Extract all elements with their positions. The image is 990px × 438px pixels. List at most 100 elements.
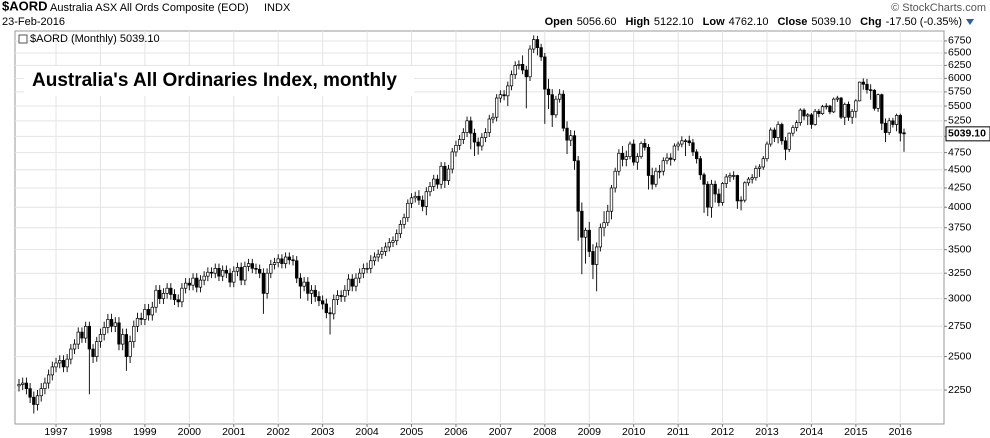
candle-body xyxy=(620,152,625,160)
candle-body xyxy=(839,97,843,118)
candle-body xyxy=(820,106,825,114)
candle-body xyxy=(380,251,384,255)
candle-body xyxy=(298,277,303,287)
candle-body xyxy=(128,341,132,357)
quote-menu-icon[interactable] xyxy=(966,19,974,25)
candle-body xyxy=(483,132,488,138)
candle-body xyxy=(709,183,714,208)
candle-body xyxy=(539,47,543,58)
candle-body xyxy=(398,224,403,235)
candle-body xyxy=(643,143,647,148)
candle-body xyxy=(406,202,410,219)
candle-body xyxy=(520,64,525,71)
candle-body xyxy=(306,281,310,294)
candle-body xyxy=(272,262,277,265)
y-tick-label: 3250 xyxy=(948,267,972,279)
candle-body xyxy=(591,251,595,265)
candle-body xyxy=(17,384,21,387)
candle-body xyxy=(602,222,606,229)
x-tick-label: 2010 xyxy=(622,426,646,438)
candle-body xyxy=(635,156,640,163)
quote-value: 4762.10 xyxy=(729,16,769,28)
candle-body xyxy=(783,140,788,150)
candle-body xyxy=(232,270,236,283)
candle-body xyxy=(476,141,480,147)
candle-body xyxy=(376,253,380,258)
candle-body xyxy=(217,268,221,277)
x-tick-label: 2006 xyxy=(444,426,468,438)
candle-body xyxy=(780,124,784,142)
candle-body xyxy=(717,193,721,203)
candle-body xyxy=(43,382,47,389)
annotation: Australia's All Ordinaries Index, monthl… xyxy=(32,70,397,91)
quote-value: 5056.60 xyxy=(577,16,617,28)
candle-body xyxy=(491,116,495,120)
candle-body xyxy=(335,295,340,301)
quote-label: Chg xyxy=(860,16,881,28)
x-tick-label: 1999 xyxy=(133,426,157,438)
quote-label: High xyxy=(625,16,650,28)
candle-body xyxy=(831,98,836,113)
candle-body xyxy=(498,94,503,99)
candle-body xyxy=(317,296,321,302)
candle-body xyxy=(213,268,217,274)
candle-body xyxy=(435,178,440,185)
candle-body xyxy=(694,151,699,160)
candle-body xyxy=(513,65,517,76)
candle-body xyxy=(806,114,810,117)
candle-body xyxy=(76,331,80,345)
candle-body xyxy=(324,303,328,314)
candle-body xyxy=(191,277,195,286)
quote-label: Close xyxy=(777,16,807,28)
candle-body xyxy=(239,267,243,281)
candle-body xyxy=(646,146,651,176)
candle-body xyxy=(587,229,591,252)
candle-body xyxy=(454,144,458,153)
candle-body xyxy=(757,166,762,169)
candle-body xyxy=(102,327,106,335)
candle-body xyxy=(106,319,110,328)
candle-body xyxy=(632,143,636,163)
candle-body xyxy=(302,281,306,287)
candle-body xyxy=(261,272,266,294)
candle-body xyxy=(813,110,817,125)
candle-body xyxy=(457,139,462,146)
last-price-label: 5039.10 xyxy=(948,128,986,140)
candle-body xyxy=(280,258,284,264)
candle-body xyxy=(80,331,84,339)
candle-body xyxy=(769,129,773,145)
candle-body xyxy=(121,334,125,345)
candle-body xyxy=(250,263,254,269)
quote-value: 5122.10 xyxy=(654,16,694,28)
candle-body xyxy=(698,158,702,176)
candle-body xyxy=(21,382,25,385)
candle-body xyxy=(583,229,588,238)
candle-body xyxy=(865,83,869,91)
candle-body xyxy=(472,132,477,143)
candle-body xyxy=(720,183,725,203)
candle-body xyxy=(480,137,484,147)
candle-body xyxy=(98,334,103,343)
candle-body xyxy=(209,271,214,274)
candle-body xyxy=(894,115,899,125)
candle-body xyxy=(395,233,399,242)
candle-body xyxy=(876,94,880,109)
candle-body xyxy=(372,256,377,262)
candle-body xyxy=(680,140,684,145)
candle-body xyxy=(320,300,325,305)
x-tick-label: 2001 xyxy=(222,426,246,438)
candle-body xyxy=(87,325,92,350)
candle-body xyxy=(509,74,514,87)
exchange: INDX xyxy=(264,2,291,14)
candle-body xyxy=(639,143,643,158)
candle-body xyxy=(617,152,621,172)
candle-body xyxy=(687,140,691,144)
candle-body xyxy=(883,122,888,133)
x-tick-label: 1997 xyxy=(44,426,68,438)
candle-body xyxy=(428,186,432,193)
candle-body xyxy=(276,258,280,263)
candle-body xyxy=(383,246,388,252)
candle-body xyxy=(672,145,677,160)
candle-body xyxy=(843,103,847,118)
